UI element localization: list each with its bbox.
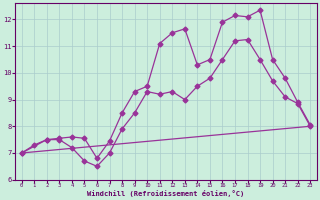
X-axis label: Windchill (Refroidissement éolien,°C): Windchill (Refroidissement éolien,°C)	[87, 190, 244, 197]
